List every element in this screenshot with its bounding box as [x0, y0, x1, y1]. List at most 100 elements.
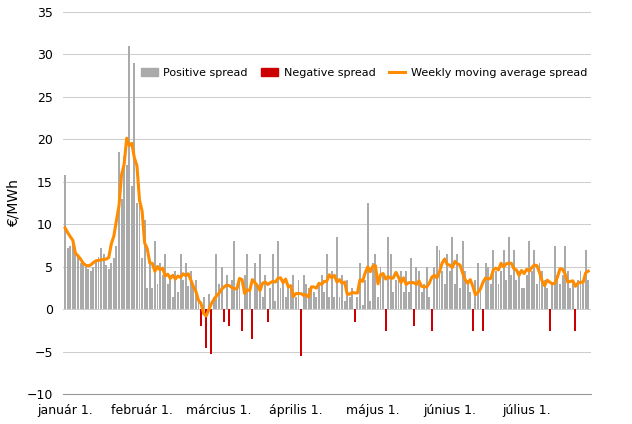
Bar [182, 279, 184, 310]
Bar [318, 284, 320, 310]
Bar [428, 297, 430, 310]
Bar [136, 203, 138, 310]
Bar [77, 257, 79, 310]
Bar [456, 254, 458, 310]
Bar [80, 262, 82, 310]
Bar [487, 267, 489, 310]
Bar [187, 286, 189, 310]
Bar [244, 275, 246, 310]
Bar [198, 297, 200, 310]
Bar [470, 293, 471, 310]
Bar [200, 310, 202, 326]
Bar [392, 293, 394, 310]
Bar [331, 271, 333, 310]
Bar [164, 254, 166, 310]
Bar [213, 297, 215, 310]
Bar [128, 46, 130, 310]
Bar [67, 248, 69, 310]
Bar [82, 264, 84, 310]
Bar [436, 245, 438, 310]
Bar [138, 184, 140, 310]
Bar [116, 245, 118, 310]
Bar [356, 297, 358, 310]
Bar [70, 245, 71, 310]
Bar [585, 250, 586, 310]
Bar [577, 279, 579, 310]
Bar [461, 241, 463, 310]
Bar [246, 254, 248, 310]
Bar [303, 275, 305, 310]
Bar [364, 279, 366, 310]
Bar [505, 279, 507, 310]
Bar [259, 254, 261, 310]
Bar [162, 275, 164, 310]
Bar [284, 297, 287, 310]
Bar [346, 279, 348, 310]
Bar [141, 258, 143, 310]
Bar [290, 288, 292, 310]
Bar [111, 262, 112, 310]
Bar [431, 310, 433, 331]
Bar [218, 284, 220, 310]
Bar [305, 284, 307, 310]
Bar [216, 254, 217, 310]
Bar [390, 254, 392, 310]
Bar [403, 293, 404, 310]
Bar [587, 279, 589, 310]
Bar [334, 297, 336, 310]
Bar [367, 203, 368, 310]
Bar [131, 186, 133, 310]
Bar [541, 271, 543, 310]
Bar [410, 258, 412, 310]
Bar [523, 288, 525, 310]
Bar [310, 288, 312, 310]
Bar [400, 271, 402, 310]
Bar [185, 262, 186, 310]
Bar [495, 271, 497, 310]
Bar [485, 262, 487, 310]
Bar [97, 257, 99, 310]
Bar [267, 310, 269, 322]
Bar [480, 288, 482, 310]
Bar [277, 241, 279, 310]
Bar [526, 275, 528, 310]
Bar [279, 288, 281, 310]
Bar [105, 265, 107, 310]
Bar [169, 275, 171, 310]
Bar [208, 294, 210, 310]
Bar [564, 245, 566, 310]
Bar [300, 310, 302, 356]
Bar [557, 275, 559, 310]
Bar [118, 152, 120, 310]
Bar [85, 267, 87, 310]
Bar [420, 293, 423, 310]
Legend: Positive spread, Negative spread, Weekly moving average spread: Positive spread, Negative spread, Weekly… [137, 63, 592, 82]
Bar [328, 297, 330, 310]
Bar [174, 271, 176, 310]
Bar [413, 310, 415, 326]
Bar [149, 260, 151, 310]
Bar [233, 241, 235, 310]
Bar [262, 297, 264, 310]
Bar [167, 284, 169, 310]
Bar [177, 293, 179, 310]
Bar [513, 250, 515, 310]
Bar [254, 262, 256, 310]
Bar [190, 271, 191, 310]
Bar [123, 156, 125, 310]
Bar [415, 267, 417, 310]
Bar [210, 310, 212, 354]
Bar [387, 237, 389, 310]
Bar [349, 297, 351, 310]
Bar [72, 243, 74, 310]
Bar [554, 245, 556, 310]
Bar [293, 275, 295, 310]
Bar [533, 250, 535, 310]
Bar [231, 279, 233, 310]
Bar [385, 310, 387, 331]
Bar [354, 310, 356, 322]
Bar [272, 254, 274, 310]
Bar [369, 301, 371, 310]
Bar [102, 254, 104, 310]
Bar [192, 284, 194, 310]
